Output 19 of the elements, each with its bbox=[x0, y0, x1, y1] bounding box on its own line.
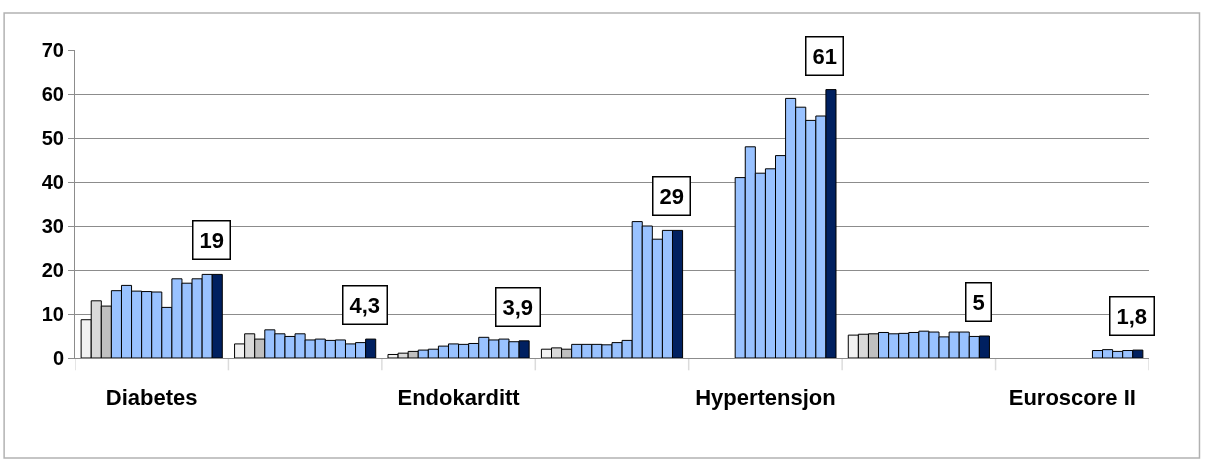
x-tick-label: Diabetes bbox=[105, 385, 198, 411]
data-label: 4,3 bbox=[349, 292, 381, 318]
data-label: 1,8 bbox=[1116, 303, 1148, 329]
y-tick-label: 60 bbox=[41, 83, 64, 105]
y-tick-label: 10 bbox=[41, 303, 64, 325]
x-tick-label: Endokarditt bbox=[397, 385, 521, 411]
y-tick-label: 70 bbox=[41, 39, 64, 61]
y-tick-label: 30 bbox=[41, 215, 64, 237]
y-tick-label: 0 bbox=[52, 347, 64, 369]
y-tick-label: 50 bbox=[41, 127, 64, 149]
data-label: 61 bbox=[812, 43, 837, 69]
x-tick-label: Euroscore II bbox=[1008, 385, 1136, 411]
x-tick-label: Hypertensjon bbox=[695, 385, 836, 411]
data-label: 19 bbox=[199, 227, 224, 253]
y-tick-label: 20 bbox=[41, 259, 64, 281]
y-tick-label: 40 bbox=[41, 171, 64, 193]
data-label: 3,9 bbox=[502, 294, 534, 320]
data-label: 29 bbox=[659, 183, 684, 209]
data-label: 5 bbox=[972, 289, 985, 315]
